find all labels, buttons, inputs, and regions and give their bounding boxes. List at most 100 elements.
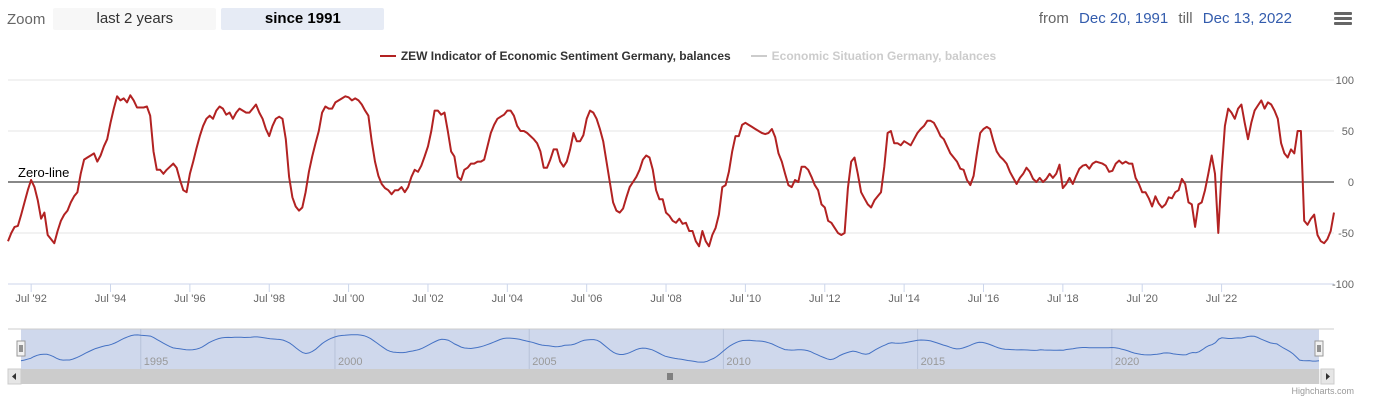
- data-point: [599, 128, 601, 130]
- data-point: [992, 140, 994, 142]
- data-point: [774, 136, 776, 138]
- data-point: [401, 186, 403, 188]
- data-point: [665, 212, 667, 214]
- navigator-year-label: 2005: [532, 356, 556, 368]
- data-point: [440, 114, 442, 116]
- data-point: [873, 199, 875, 201]
- data-point: [649, 157, 651, 159]
- data-point: [1078, 168, 1080, 170]
- data-point: [880, 191, 882, 193]
- till-date-input[interactable]: Dec 13, 2022: [1202, 10, 1292, 27]
- data-point: [1161, 207, 1163, 209]
- data-point: [1307, 224, 1309, 226]
- data-point: [119, 99, 121, 101]
- data-point: [883, 166, 885, 168]
- data-point: [1227, 108, 1229, 110]
- x-tick-label: Jul '14: [888, 293, 919, 305]
- data-point: [24, 201, 26, 203]
- data-point: [136, 107, 138, 109]
- data-point: [331, 108, 333, 110]
- data-point: [1052, 177, 1054, 179]
- data-point: [744, 122, 746, 124]
- data-point: [956, 161, 958, 163]
- data-point: [354, 97, 356, 99]
- data-point: [146, 106, 148, 108]
- x-tick-label: Jul '20: [1126, 293, 1157, 305]
- y-tick-label: 0: [1348, 177, 1354, 189]
- data-point: [801, 166, 803, 168]
- data-point: [1098, 162, 1100, 164]
- data-point: [143, 107, 145, 109]
- data-point: [867, 203, 869, 205]
- data-point: [450, 150, 452, 152]
- from-date-input[interactable]: Dec 20, 1991: [1079, 10, 1169, 27]
- data-point: [996, 150, 998, 152]
- data-point: [83, 159, 85, 161]
- data-point: [768, 132, 770, 134]
- data-point: [1250, 122, 1252, 124]
- data-point: [63, 214, 65, 216]
- data-point: [1217, 232, 1219, 234]
- data-point: [437, 110, 439, 112]
- data-point: [1065, 183, 1067, 185]
- data-point: [625, 196, 627, 198]
- data-point: [877, 195, 879, 197]
- data-point: [612, 201, 614, 203]
- legend-item-economic-sentiment[interactable]: ZEW Indicator of Economic Sentiment Germ…: [379, 49, 731, 63]
- x-tick-label: Jul '18: [1047, 293, 1078, 305]
- navigator-left-handle[interactable]: [16, 340, 26, 357]
- data-point: [73, 195, 75, 197]
- data-point: [615, 210, 617, 212]
- data-point: [1022, 173, 1024, 175]
- legend-item-economic-situation[interactable]: Economic Situation Germany, balances: [750, 49, 996, 63]
- data-point: [685, 222, 687, 224]
- data-point: [301, 207, 303, 209]
- data-point: [1059, 164, 1061, 166]
- x-tick-label: Jul '98: [254, 293, 285, 305]
- data-point: [1141, 191, 1143, 193]
- data-point: [794, 179, 796, 181]
- zoom-since-1991-button[interactable]: since 1991: [221, 8, 385, 30]
- data-point: [265, 128, 267, 130]
- y-tick-label: -50: [1338, 228, 1354, 240]
- data-point: [103, 145, 105, 147]
- data-point: [394, 189, 396, 191]
- data-point: [1092, 163, 1094, 165]
- data-point: [334, 101, 336, 103]
- data-point: [592, 112, 594, 114]
- zoom-last-2-years-button[interactable]: last 2 years: [53, 8, 217, 30]
- data-point: [817, 189, 819, 191]
- data-point: [658, 198, 660, 200]
- data-point: [43, 212, 45, 214]
- data-point: [645, 155, 647, 157]
- data-point: [414, 169, 416, 171]
- data-point: [1055, 173, 1057, 175]
- data-point: [579, 140, 581, 142]
- data-point: [791, 186, 793, 188]
- navigator-right-handle[interactable]: [1314, 340, 1324, 357]
- data-point: [1330, 230, 1332, 232]
- data-point: [239, 108, 241, 110]
- data-point: [37, 199, 39, 201]
- data-point: [1207, 173, 1209, 175]
- data-point: [483, 159, 485, 161]
- data-point: [1231, 112, 1233, 114]
- highcharts-credits[interactable]: Highcharts.com: [1291, 386, 1354, 396]
- data-point: [427, 145, 429, 147]
- data-point: [721, 186, 723, 188]
- data-point: [473, 163, 475, 165]
- data-point: [1145, 191, 1147, 193]
- data-point: [811, 176, 813, 178]
- data-point: [887, 132, 889, 134]
- data-point: [1102, 163, 1104, 165]
- data-point: [367, 115, 369, 117]
- y-tick-label: 50: [1342, 126, 1354, 138]
- data-point: [1240, 104, 1242, 106]
- data-point: [682, 223, 684, 225]
- data-point: [830, 222, 832, 224]
- data-point: [692, 230, 694, 232]
- data-point: [1045, 178, 1047, 180]
- data-point: [1264, 108, 1266, 110]
- from-label: from: [1038, 10, 1069, 27]
- hamburger-icon[interactable]: [1334, 12, 1352, 26]
